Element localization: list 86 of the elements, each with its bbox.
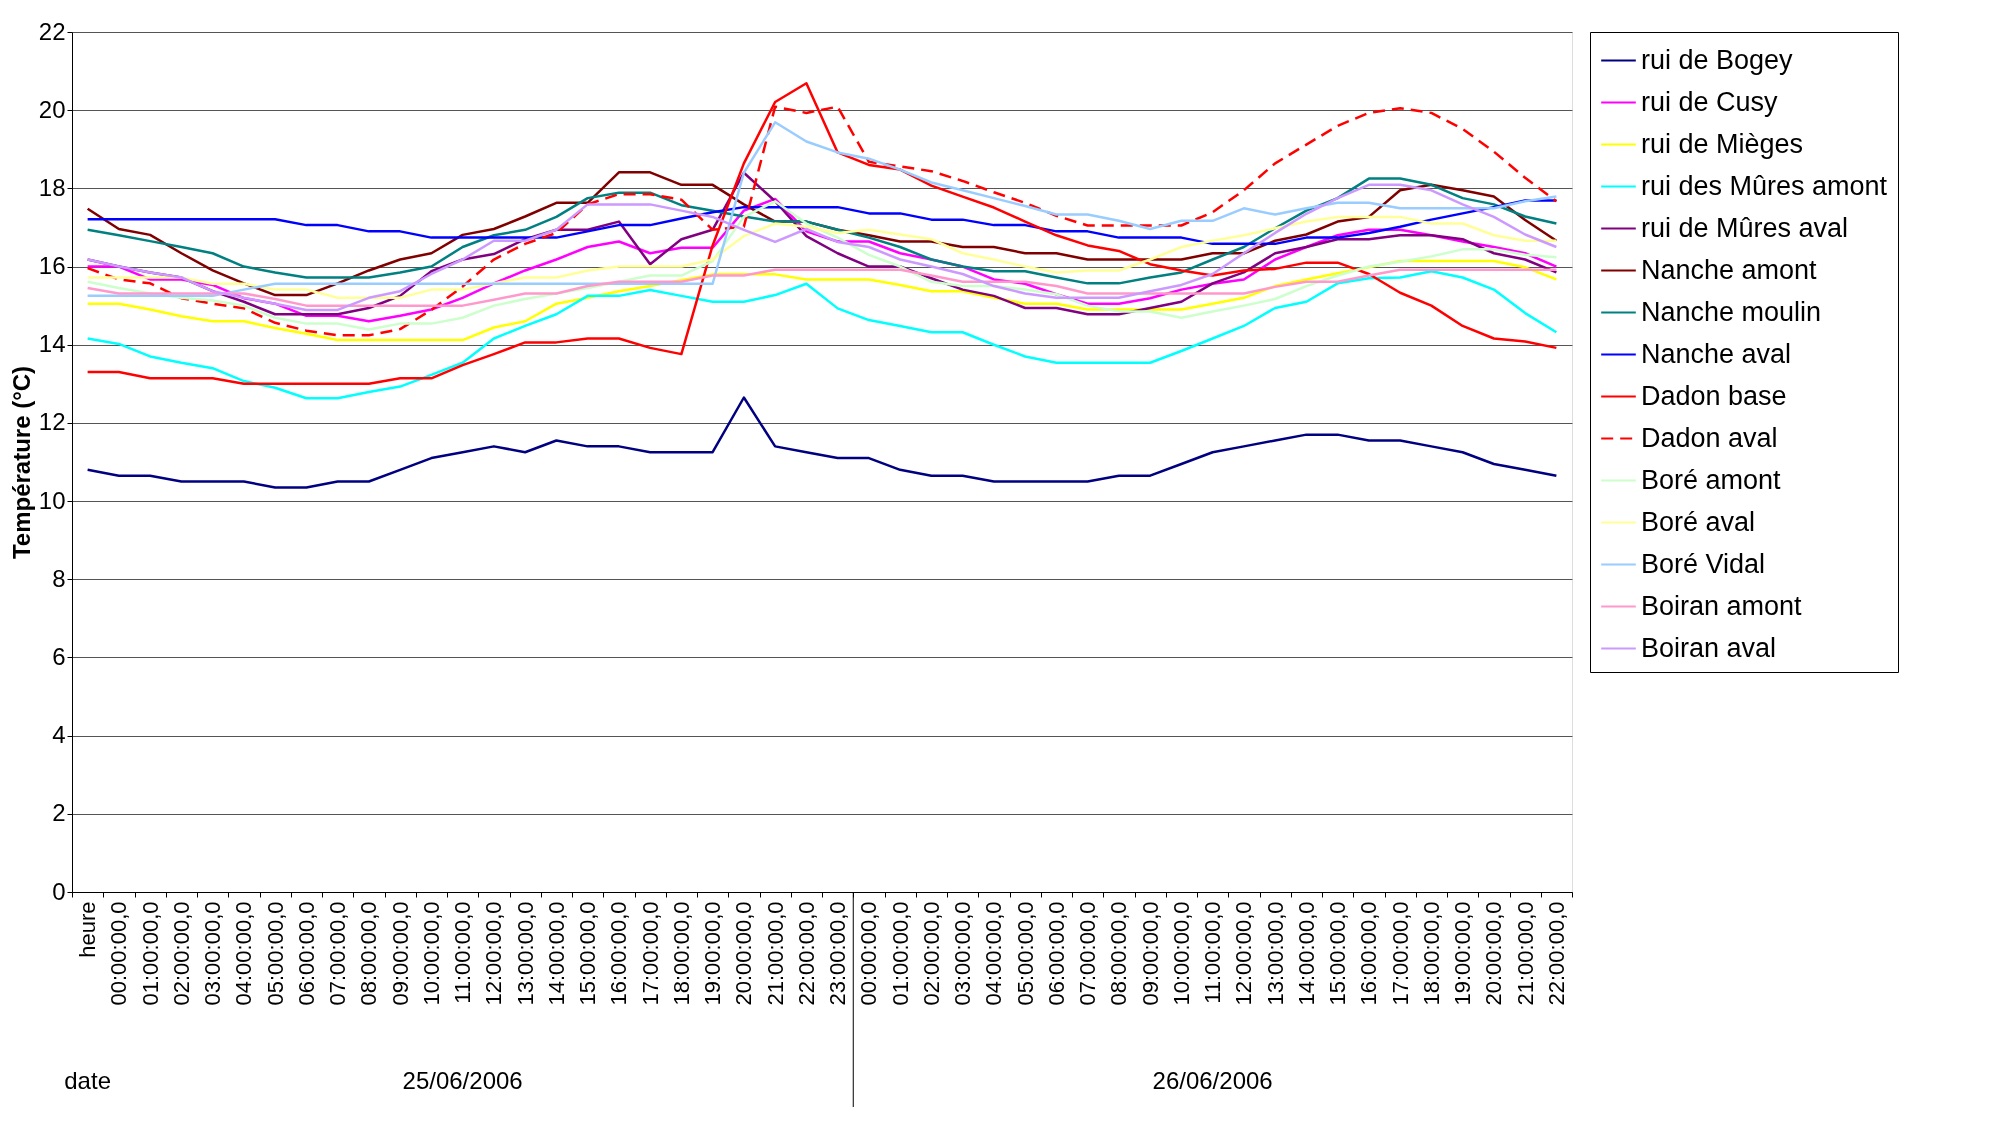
x-tick-label: 02:00:00,0 [168, 901, 194, 1006]
y-tick-label: 22 [38, 17, 66, 45]
x-tick-label: 23:00:00,0 [825, 901, 851, 1006]
text: date [64, 1067, 111, 1094]
x-tick-label: 17:00:00,0 [637, 901, 663, 1006]
x-tick-label: 06:00:00,0 [1043, 901, 1069, 1006]
x-tick-label: 10:00:00,0 [418, 901, 444, 1006]
y-tick-label: 12 [38, 408, 66, 436]
x-tick-label: 20:00:00,0 [731, 901, 757, 1006]
y-tick-label: 2 [52, 799, 66, 827]
text: 25/06/2006 [402, 1067, 523, 1094]
x-tick-label: 18:00:00,0 [668, 901, 694, 1006]
y-tick-label: 16 [38, 252, 66, 280]
x-tick-label: 21:00:00,0 [1512, 901, 1538, 1006]
y-axis-title: Température (°C) [7, 365, 35, 560]
text: 26/06/2006 [1152, 1067, 1273, 1094]
legend-label: rui des Mûres amont [1641, 170, 1888, 201]
y-tick-label: 0 [52, 877, 66, 905]
x-tick-label: 01:00:00,0 [137, 901, 163, 1006]
legend-label: Boré amont [1641, 464, 1782, 495]
line-series [86, 396, 1558, 489]
legend-label: Nanche moulin [1641, 296, 1822, 327]
x-tick-label: 12:00:00,0 [481, 901, 507, 1006]
x-tick-label: 05:00:00,0 [1012, 901, 1038, 1006]
x-tick-label: 16:00:00,0 [1356, 901, 1382, 1006]
legend-label: Nanche aval [1641, 338, 1792, 369]
x-tick-label: 11:00:00,0 [1200, 901, 1226, 1004]
y-tick-label: 8 [52, 564, 66, 592]
x-tick-label: 09:00:00,0 [387, 901, 413, 1006]
x-tick-label: 08:00:00,0 [356, 901, 382, 1006]
x-tick-label: 02:00:00,0 [918, 901, 944, 1006]
x-tick-label: 04:00:00,0 [981, 901, 1007, 1006]
legend-label: Dadon aval [1641, 422, 1778, 453]
x-tick-label: 00:00:00,0 [856, 901, 882, 1006]
x-tick-label: 14:00:00,0 [543, 901, 569, 1006]
x-tick-label: 15:00:00,0 [1325, 901, 1351, 1006]
line-series [86, 269, 1558, 400]
x-tick-label: 22:00:00,0 [793, 901, 819, 1006]
line-series [86, 121, 1558, 298]
x-tick-label: 20:00:00,0 [1481, 901, 1507, 1006]
x-tick-label: heure [75, 901, 101, 958]
line-series [86, 268, 1558, 307]
x-tick-label: 21:00:00,0 [762, 901, 788, 1006]
x-tick-label: 10:00:00,0 [1168, 901, 1194, 1006]
x-tick-label: 05:00:00,0 [262, 901, 288, 1006]
legend-label: Boiran aval [1641, 632, 1777, 663]
legend-label: Nanche amont [1641, 254, 1818, 285]
y-tick-label: 10 [38, 486, 66, 514]
y-tick-label: 20 [38, 95, 66, 123]
x-tick-label: 07:00:00,0 [325, 901, 351, 1006]
x-tick-label: 01:00:00,0 [887, 901, 913, 1006]
x-tick-label: 03:00:00,0 [200, 901, 226, 1006]
x-tick-label: 15:00:00,0 [575, 901, 601, 1006]
x-tick-label: 11:00:00,0 [450, 901, 476, 1004]
x-tick-label: 08:00:00,0 [1106, 901, 1132, 1006]
x-tick-label: 00:00:00,0 [106, 901, 132, 1006]
x-tick-label: 12:00:00,0 [1231, 901, 1257, 1006]
x-tick-label: 13:00:00,0 [512, 901, 538, 1006]
x-tick-label: 04:00:00,0 [231, 901, 257, 1006]
x-tick-label: 13:00:00,0 [1262, 901, 1288, 1006]
x-tick-label: 06:00:00,0 [293, 901, 319, 1006]
x-tick-label: 18:00:00,0 [1418, 901, 1444, 1006]
x-tick-label: 09:00:00,0 [1137, 901, 1163, 1006]
legend-label: Boré aval [1641, 506, 1756, 537]
legend-label: rui de Mûres aval [1641, 212, 1849, 243]
legend-label: Dadon base [1641, 380, 1787, 411]
y-tick-label: 18 [38, 173, 66, 201]
x-tick-label: 07:00:00,0 [1075, 901, 1101, 1006]
x-tick-label: 03:00:00,0 [950, 901, 976, 1006]
x-tick-label: 17:00:00,0 [1387, 901, 1413, 1006]
x-tick-label: 16:00:00,0 [606, 901, 632, 1006]
y-tick-label: 14 [38, 330, 66, 358]
x-tick-label: 19:00:00,0 [1450, 901, 1476, 1006]
x-tick-label: 19:00:00,0 [700, 901, 726, 1006]
line-series [86, 81, 1558, 386]
x-tick-label: 14:00:00,0 [1293, 901, 1319, 1006]
legend-label: Boré Vidal [1641, 548, 1766, 579]
y-tick-label: 4 [52, 721, 66, 749]
y-tick-label: 6 [52, 642, 66, 670]
legend-label: rui de Cusy [1641, 86, 1779, 117]
legend-label: rui de Mièges [1641, 128, 1804, 159]
line-series [86, 199, 1558, 246]
line-series [86, 215, 1558, 300]
x-tick-label: 22:00:00,0 [1543, 901, 1569, 1006]
legend-label: Boiran amont [1641, 590, 1803, 621]
legend-label: rui de Bogey [1641, 44, 1794, 75]
